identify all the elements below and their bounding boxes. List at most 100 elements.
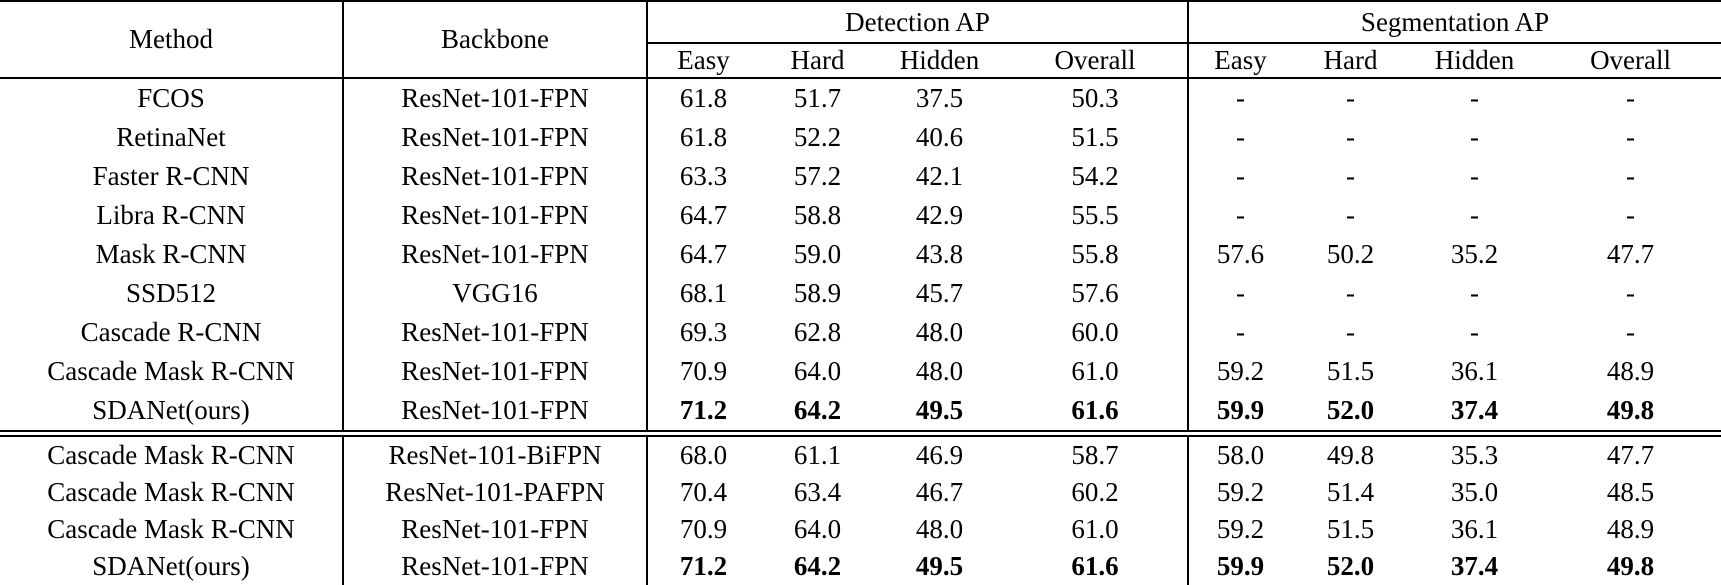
ap-value-cell: 64.7 bbox=[646, 235, 759, 274]
ap-value-cell: 50.2 bbox=[1326, 239, 1375, 269]
backbone-cell: ResNet-101-PAFPN bbox=[342, 474, 647, 511]
ap-value-cell: 36.1 bbox=[1450, 514, 1499, 544]
ap-value-cell: - bbox=[1346, 83, 1356, 113]
ap-value-cell: 59.2 bbox=[1187, 474, 1293, 511]
method-cell: Libra R-CNN bbox=[96, 200, 246, 230]
ap-value-cell: 46.9 bbox=[876, 430, 1003, 474]
ap-value-cell: 52.0 bbox=[1292, 548, 1410, 585]
ap-value-cell: - bbox=[1187, 274, 1293, 313]
ap-value-cell: 51.7 bbox=[793, 83, 842, 113]
ap-value-cell: 51.4 bbox=[1326, 477, 1375, 507]
ap-value-cell: 40.6 bbox=[915, 122, 964, 152]
ap-value-cell: 48.9 bbox=[1606, 514, 1655, 544]
ap-value-cell: 36.1 bbox=[1450, 356, 1499, 386]
method-cell: Cascade R-CNN bbox=[80, 317, 262, 347]
ap-value-cell: - bbox=[1187, 157, 1293, 196]
header-sub-row: Easy Hard Hidden Overall Easy Hard Hidde… bbox=[0, 43, 1721, 79]
ap-value-cell: 37.4 bbox=[1409, 548, 1541, 585]
method-cell: Cascade Mask R-CNN bbox=[47, 514, 295, 544]
table-row: Cascade Mask R-CNN ResNet-101-BiFPN 68.0 61… bbox=[0, 430, 1721, 474]
ap-value-cell: 68.1 bbox=[646, 274, 759, 313]
ap-value-cell: 52.0 bbox=[1326, 395, 1375, 425]
method-cell: SSD512 bbox=[125, 278, 217, 308]
ap-value-cell: 59.9 bbox=[1187, 548, 1293, 585]
backbone-cell: ResNet-101-FPN bbox=[342, 235, 647, 274]
backbone-cell: ResNet-101-FPN bbox=[342, 391, 647, 434]
backbone-cell: ResNet-101-FPN bbox=[342, 511, 647, 548]
ap-value-cell: 70.4 bbox=[646, 474, 759, 511]
ap-value-cell: 51.5 bbox=[1326, 356, 1375, 386]
ap-value-cell: - bbox=[1626, 278, 1636, 308]
ap-value-cell: 61.0 bbox=[1071, 514, 1119, 544]
ap-value-cell: - bbox=[1346, 278, 1356, 308]
ap-value-cell: 46.7 bbox=[915, 477, 964, 507]
ap-value-cell: 64.0 bbox=[793, 514, 842, 544]
ap-value-cell: 48.9 bbox=[1606, 356, 1655, 386]
method-cell: Faster R-CNN bbox=[92, 161, 250, 191]
ap-value-cell: 61.8 bbox=[646, 78, 759, 118]
ap-value-cell: 48.5 bbox=[1606, 477, 1655, 507]
ap-value-cell: 55.5 bbox=[1071, 200, 1119, 230]
col-header-seg-hidden: Hidden bbox=[1409, 43, 1541, 79]
ap-value-cell: - bbox=[1187, 78, 1293, 118]
ap-value-cell: 64.2 bbox=[793, 395, 842, 425]
col-header-seg-easy: Easy bbox=[1187, 43, 1293, 79]
ap-value-cell: - bbox=[1187, 196, 1293, 235]
backbone-cell: ResNet-101-FPN bbox=[342, 313, 647, 352]
ap-value-cell: 35.3 bbox=[1409, 430, 1541, 474]
col-header-backbone: Backbone bbox=[342, 0, 647, 79]
ap-value-cell: 70.9 bbox=[646, 352, 759, 391]
table-row: Cascade Mask R-CNN ResNet-101-FPN 70.9 64.0… bbox=[0, 352, 1721, 391]
ap-value-cell: 42.9 bbox=[915, 200, 964, 230]
table-row: FCOS ResNet-101-FPN 61.8 51.7 37.5 50.3 - - - - bbox=[0, 78, 1721, 118]
method-cell: Cascade Mask R-CNN bbox=[47, 477, 295, 507]
ap-value-cell: 69.3 bbox=[646, 313, 759, 352]
ap-value-cell: - bbox=[1470, 161, 1480, 191]
table-row: Cascade Mask R-CNN ResNet-101-FPN 70.9 64.0… bbox=[0, 511, 1721, 548]
ap-value-cell: 58.9 bbox=[793, 278, 842, 308]
ap-value-cell: 71.2 bbox=[646, 548, 759, 585]
ap-value-cell: 59.9 bbox=[1187, 391, 1293, 434]
ap-value-cell: 48.0 bbox=[915, 356, 964, 386]
ap-value-cell: 49.8 bbox=[1540, 548, 1721, 585]
ap-value-cell: - bbox=[1346, 317, 1356, 347]
ap-value-cell: 37.5 bbox=[915, 83, 964, 113]
ap-value-cell: 63.3 bbox=[646, 157, 759, 196]
col-header-seg-overall: Overall bbox=[1540, 43, 1721, 79]
col-header-det-easy: Easy bbox=[646, 43, 759, 79]
ap-value-cell: 71.2 bbox=[646, 391, 759, 434]
col-group-detection-ap: Detection AP bbox=[645, 0, 1189, 44]
ap-value-cell: - bbox=[1470, 122, 1480, 152]
ap-value-cell: 61.8 bbox=[646, 118, 759, 157]
method-cell: Mask R-CNN bbox=[95, 239, 247, 269]
ap-value-cell: 49.5 bbox=[876, 548, 1003, 585]
backbone-cell: ResNet-101-FPN bbox=[342, 548, 647, 585]
ap-value-cell: 59.2 bbox=[1187, 511, 1293, 548]
ap-value-cell: 47.7 bbox=[1606, 239, 1655, 269]
ap-value-cell: 70.9 bbox=[646, 511, 759, 548]
table-row: Mask R-CNN ResNet-101-FPN 64.7 59.0 43.8 55.8… bbox=[0, 235, 1721, 274]
ap-value-cell: 48.0 bbox=[915, 317, 964, 347]
ap-value-cell: - bbox=[1470, 200, 1480, 230]
method-cell: SDANet(ours) bbox=[92, 395, 250, 425]
col-header-det-hidden: Hidden bbox=[876, 43, 1003, 79]
ap-value-cell: 51.5 bbox=[1071, 122, 1119, 152]
ap-value-cell: 45.7 bbox=[915, 278, 964, 308]
method-cell: Cascade Mask R-CNN bbox=[47, 356, 295, 386]
ap-value-cell: - bbox=[1626, 122, 1636, 152]
ap-value-cell: 58.8 bbox=[793, 200, 842, 230]
ap-value-cell: 64.2 bbox=[759, 548, 876, 585]
ap-value-cell: 63.4 bbox=[793, 477, 842, 507]
ap-value-cell: - bbox=[1346, 161, 1356, 191]
ap-value-cell: 49.8 bbox=[1606, 395, 1655, 425]
backbone-cell: ResNet-101-FPN bbox=[342, 118, 647, 157]
table-body-section-2: Cascade Mask R-CNN ResNet-101-BiFPN 68.0 61… bbox=[0, 430, 1721, 585]
ap-value-cell: 64.0 bbox=[793, 356, 842, 386]
ap-value-cell: 59.0 bbox=[793, 239, 842, 269]
ap-value-cell: 60.2 bbox=[1071, 477, 1119, 507]
ap-value-cell: - bbox=[1346, 200, 1356, 230]
ap-value-cell: - bbox=[1626, 161, 1636, 191]
ap-value-cell: - bbox=[1470, 278, 1480, 308]
